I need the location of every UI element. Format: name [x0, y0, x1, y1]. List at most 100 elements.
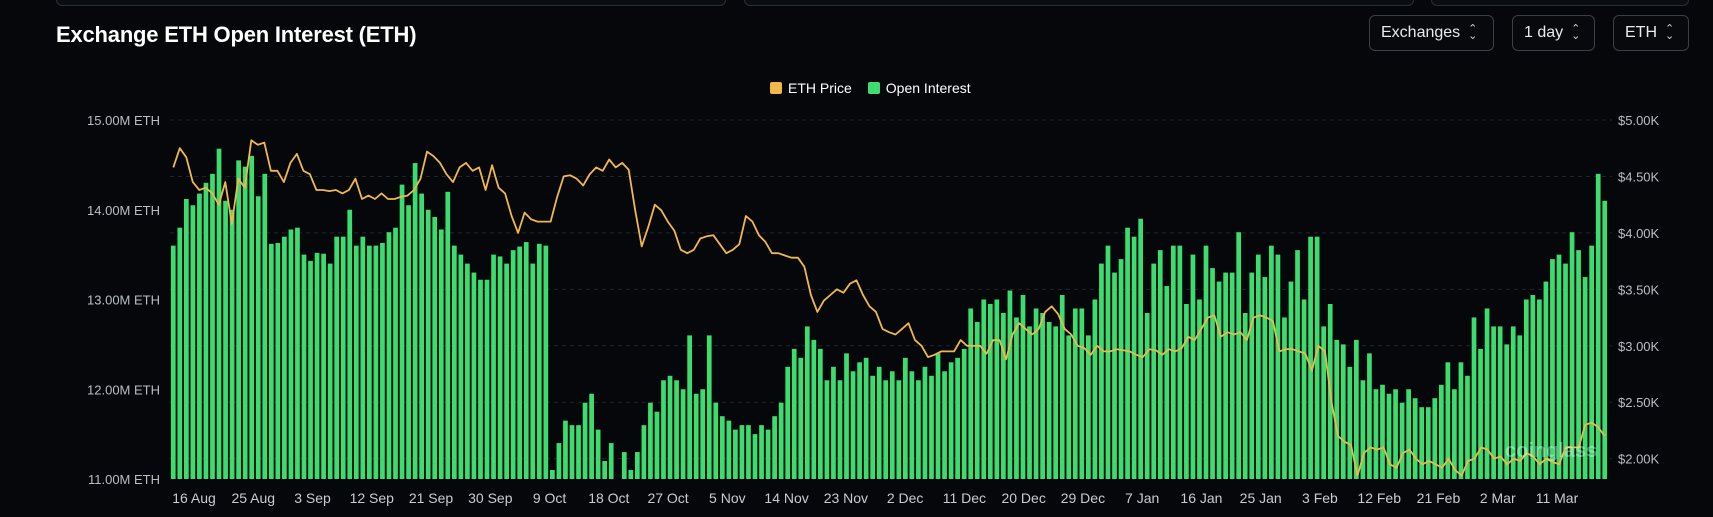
open-interest-bar [1510, 326, 1516, 479]
open-interest-bar [321, 253, 326, 479]
open-interest-bar [1099, 263, 1104, 479]
exchanges-select[interactable]: Exchanges ⌃ ⌄ [1369, 15, 1494, 51]
open-interest-bars [170, 148, 1608, 480]
open-interest-bar [1053, 326, 1059, 479]
open-interest-bar [811, 339, 817, 479]
open-interest-bar [1432, 398, 1438, 479]
open-interest-bar [451, 245, 457, 479]
open-interest-bar [1334, 339, 1340, 479]
open-interest-bar [1465, 375, 1470, 479]
open-interest-bar [1367, 353, 1372, 479]
open-interest-bar [1504, 344, 1510, 479]
x-axis-tick-label: 16 Jan [1180, 490, 1222, 506]
x-axis-tick-label: 21 Feb [1417, 490, 1461, 506]
open-interest-bar [1530, 295, 1536, 479]
open-interest-bar [1589, 245, 1595, 479]
open-interest-bar [419, 193, 425, 479]
unit-select[interactable]: ETH ⌃ ⌄ [1613, 15, 1689, 51]
open-interest-bar [1282, 317, 1287, 479]
open-interest-bar [327, 263, 333, 479]
open-interest-bar [1001, 312, 1006, 479]
open-interest-bar [1412, 398, 1418, 479]
open-interest-bar [170, 245, 176, 479]
coinglass-watermark: coinglass [1505, 440, 1597, 462]
open-interest-bar [641, 425, 647, 479]
open-interest-bar [1269, 245, 1274, 479]
chart-title: Exchange ETH Open Interest (ETH) [56, 22, 417, 47]
x-axis-tick-label: 29 Dec [1061, 490, 1105, 506]
open-interest-bar [432, 216, 438, 479]
open-interest-bar [759, 425, 764, 479]
open-interest-bar [510, 250, 516, 479]
interval-select-label: 1 day [1524, 24, 1564, 41]
open-interest-bar [1066, 335, 1072, 479]
open-interest-bar [1308, 236, 1313, 479]
legend-item-open-interest[interactable]: Open Interest [867, 80, 971, 96]
open-interest-bar [1216, 281, 1222, 479]
open-interest-bar [661, 380, 666, 479]
open-interest-bar [1556, 254, 1562, 479]
open-interest-bar [1563, 263, 1568, 479]
open-interest-bar [1262, 277, 1268, 479]
left-axis-tick-label: 15.00M ETH [87, 113, 160, 128]
open-interest-bar [1242, 312, 1248, 479]
open-interest-bar [824, 380, 830, 479]
open-interest-bar [386, 232, 392, 479]
legend-item-eth-price[interactable]: ETH Price [770, 80, 852, 96]
open-interest-bar [1190, 254, 1196, 479]
open-interest-bar [1184, 303, 1189, 479]
open-interest-bar [1478, 348, 1483, 479]
right-axis-tick-label: $4.50K [1618, 169, 1660, 184]
interval-select[interactable]: 1 day ⌃ ⌄ [1512, 15, 1595, 51]
open-interest-bar [203, 182, 209, 479]
open-interest-bar [1399, 402, 1405, 479]
open-interest-bar [1380, 384, 1385, 479]
x-axis-tick-label: 25 Aug [231, 490, 275, 506]
open-interest-bar [700, 389, 706, 479]
open-interest-bar [445, 191, 451, 480]
open-interest-bar [406, 205, 411, 479]
open-interest-bar [367, 245, 372, 479]
open-interest-bar [1386, 393, 1392, 479]
open-interest-bar [190, 205, 196, 479]
open-interest-bar [589, 393, 594, 479]
open-interest-bar [340, 236, 346, 479]
open-interest-bar [772, 416, 777, 479]
open-interest-bar [1223, 272, 1228, 479]
open-interest-bar [347, 209, 353, 479]
open-interest-bar [183, 198, 189, 480]
open-interest-bar [1288, 281, 1294, 479]
open-interest-bar [471, 272, 477, 479]
open-interest-bar [608, 443, 614, 479]
legend-label-open-interest: Open Interest [885, 80, 971, 96]
open-interest-bar [935, 353, 941, 479]
open-interest-bar [1118, 259, 1124, 479]
open-interest-bar [216, 148, 222, 479]
x-axis-tick-label: 12 Feb [1357, 490, 1401, 506]
open-interest-bar [1301, 299, 1307, 479]
open-interest-bar [275, 242, 281, 479]
open-interest-bar [1040, 312, 1045, 479]
open-interest-bar [955, 357, 960, 479]
open-interest-bar [791, 348, 797, 479]
open-interest-bar [818, 348, 823, 479]
x-axis-tick-label: 11 Mar [1536, 490, 1579, 506]
open-interest-bar [308, 260, 313, 479]
open-interest-bar [1177, 245, 1183, 479]
open-interest-bar [1112, 272, 1117, 479]
left-axis-tick-label: 14.00M ETH [87, 203, 160, 218]
open-interest-bar [1131, 236, 1137, 479]
open-interest-bar [1236, 232, 1242, 479]
left-axis-tick-label: 11.00M ETH [88, 472, 160, 487]
open-interest-bar [1569, 232, 1575, 479]
open-interest-bar [536, 243, 542, 479]
open-interest-bar [301, 254, 307, 479]
open-interest-bar [373, 245, 379, 479]
open-interest-bar [1197, 299, 1202, 479]
open-interest-bar [465, 263, 470, 479]
open-interest-bar [595, 429, 601, 479]
open-interest-bar [1125, 227, 1130, 479]
open-interest-bar [1144, 312, 1150, 479]
open-interest-bar [1275, 254, 1281, 479]
open-interest-bar [876, 366, 882, 479]
